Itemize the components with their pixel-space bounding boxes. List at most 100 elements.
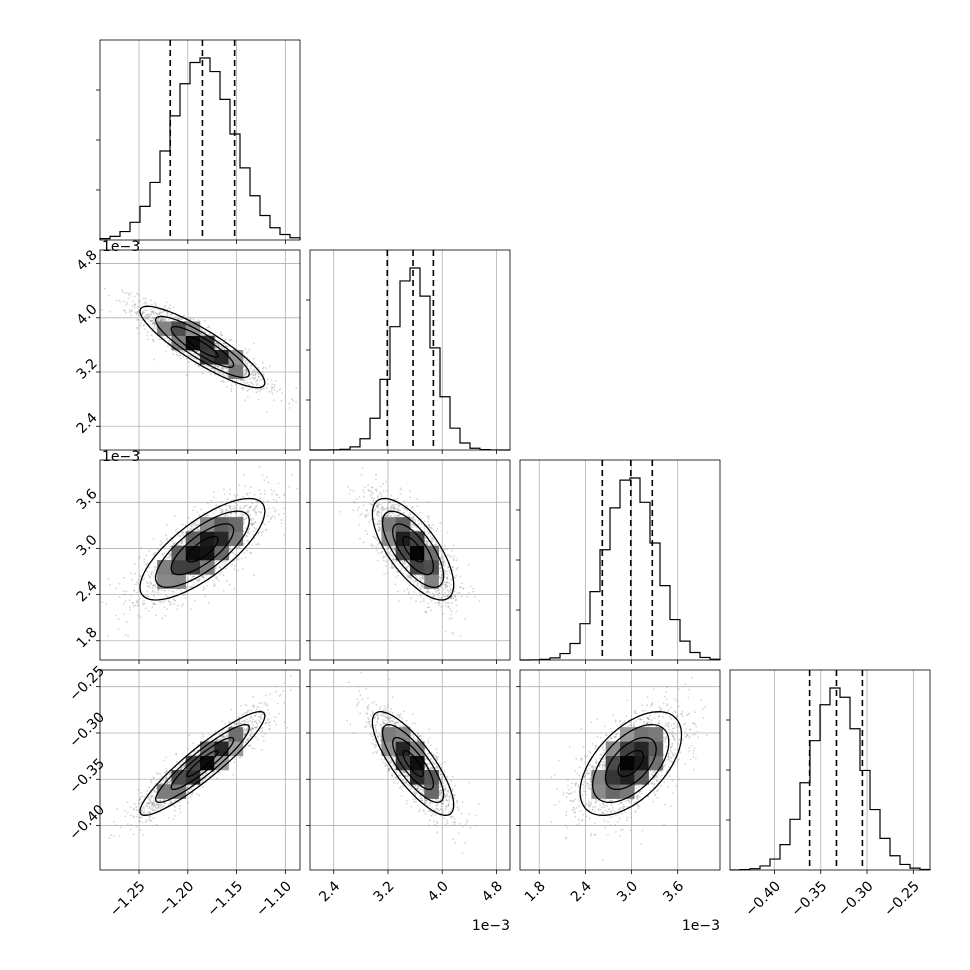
sample-point [214, 343, 217, 345]
sample-point [137, 614, 140, 617]
sample-point [372, 499, 375, 502]
sample-point [124, 309, 126, 312]
sample-point [427, 532, 430, 534]
sample-point [223, 374, 226, 376]
sample-point [464, 618, 466, 621]
sample-point [273, 399, 275, 402]
sample-point [195, 523, 198, 526]
sample-point [250, 486, 252, 488]
sample-point [166, 608, 169, 610]
sample-point [267, 481, 270, 484]
sample-point [169, 603, 172, 606]
sample-point [152, 584, 155, 586]
sample-point [225, 510, 228, 512]
sample-point [275, 500, 278, 502]
sample-point [200, 328, 203, 330]
sample-point [141, 313, 143, 315]
sample-point [279, 388, 282, 390]
sample-point [147, 338, 149, 341]
sample-point [122, 590, 125, 592]
sample-point [217, 343, 220, 346]
sample-point [254, 377, 257, 380]
sample-point [394, 583, 397, 586]
sample-point [401, 506, 404, 509]
sample-point [223, 493, 226, 495]
sample-point [198, 352, 201, 354]
sample-point [248, 348, 251, 351]
sample-point [168, 306, 171, 309]
sample-point [125, 590, 128, 593]
sample-point [189, 586, 191, 589]
histogram-steps [309, 267, 511, 451]
sample-point [159, 311, 162, 314]
sample-point [257, 366, 260, 369]
sample-point [159, 540, 162, 542]
sample-point [149, 308, 152, 311]
sample-point [216, 364, 219, 367]
sample-point [378, 515, 381, 518]
sample-point [220, 508, 222, 511]
sample-point [234, 564, 237, 567]
sample-point [378, 522, 381, 525]
sample-point [271, 386, 274, 389]
sample-point [162, 319, 165, 321]
sample-point [151, 317, 154, 319]
sample-point [255, 391, 258, 394]
sample-point [218, 345, 221, 348]
sample-point [360, 512, 363, 515]
sample-point [180, 357, 182, 360]
sample-point [182, 603, 184, 605]
sample-point [375, 473, 377, 476]
sample-point [262, 367, 264, 370]
sample-point [192, 575, 195, 578]
sample-point [132, 605, 135, 607]
sample-point [377, 552, 380, 555]
sample-point [150, 334, 153, 336]
sample-point [403, 589, 406, 592]
sample-point [225, 560, 228, 563]
contour-line [154, 315, 250, 379]
sample-point [136, 311, 139, 314]
sample-point [137, 332, 140, 335]
sample-point [381, 514, 383, 516]
sample-point [154, 304, 157, 306]
sample-point [181, 532, 184, 534]
sample-point [197, 319, 200, 322]
sample-point [252, 369, 255, 372]
sample-point [446, 581, 448, 584]
sample-point [448, 570, 451, 572]
sample-point [115, 614, 118, 617]
sample-point [128, 309, 131, 311]
sample-point [273, 386, 276, 388]
sample-point [215, 342, 218, 345]
sample-point [223, 366, 226, 369]
sample-point [257, 376, 260, 378]
sample-point [124, 292, 127, 294]
sample-point [257, 543, 260, 546]
sample-point [218, 345, 220, 347]
sample-point [238, 515, 240, 518]
sample-point [241, 379, 244, 382]
sample-point [107, 634, 109, 637]
sample-point [222, 380, 224, 382]
sample-point [244, 348, 247, 350]
sample-point [272, 498, 275, 501]
sample-point [245, 373, 247, 376]
sample-point [165, 315, 168, 317]
sample-point [117, 628, 120, 631]
sample-point [157, 589, 160, 591]
sample-point [165, 350, 167, 353]
sample-point [282, 507, 285, 510]
sample-point [137, 293, 140, 296]
sample-point [147, 550, 150, 552]
sample-point [115, 587, 118, 590]
sample-point [146, 585, 149, 588]
sample-point [134, 311, 137, 314]
sample-point [448, 555, 451, 557]
sample-point [198, 514, 201, 517]
sample-point [251, 522, 254, 525]
sample-point [193, 353, 196, 355]
sample-point [266, 411, 269, 413]
sample-point [151, 573, 153, 576]
sample-point [152, 589, 154, 592]
